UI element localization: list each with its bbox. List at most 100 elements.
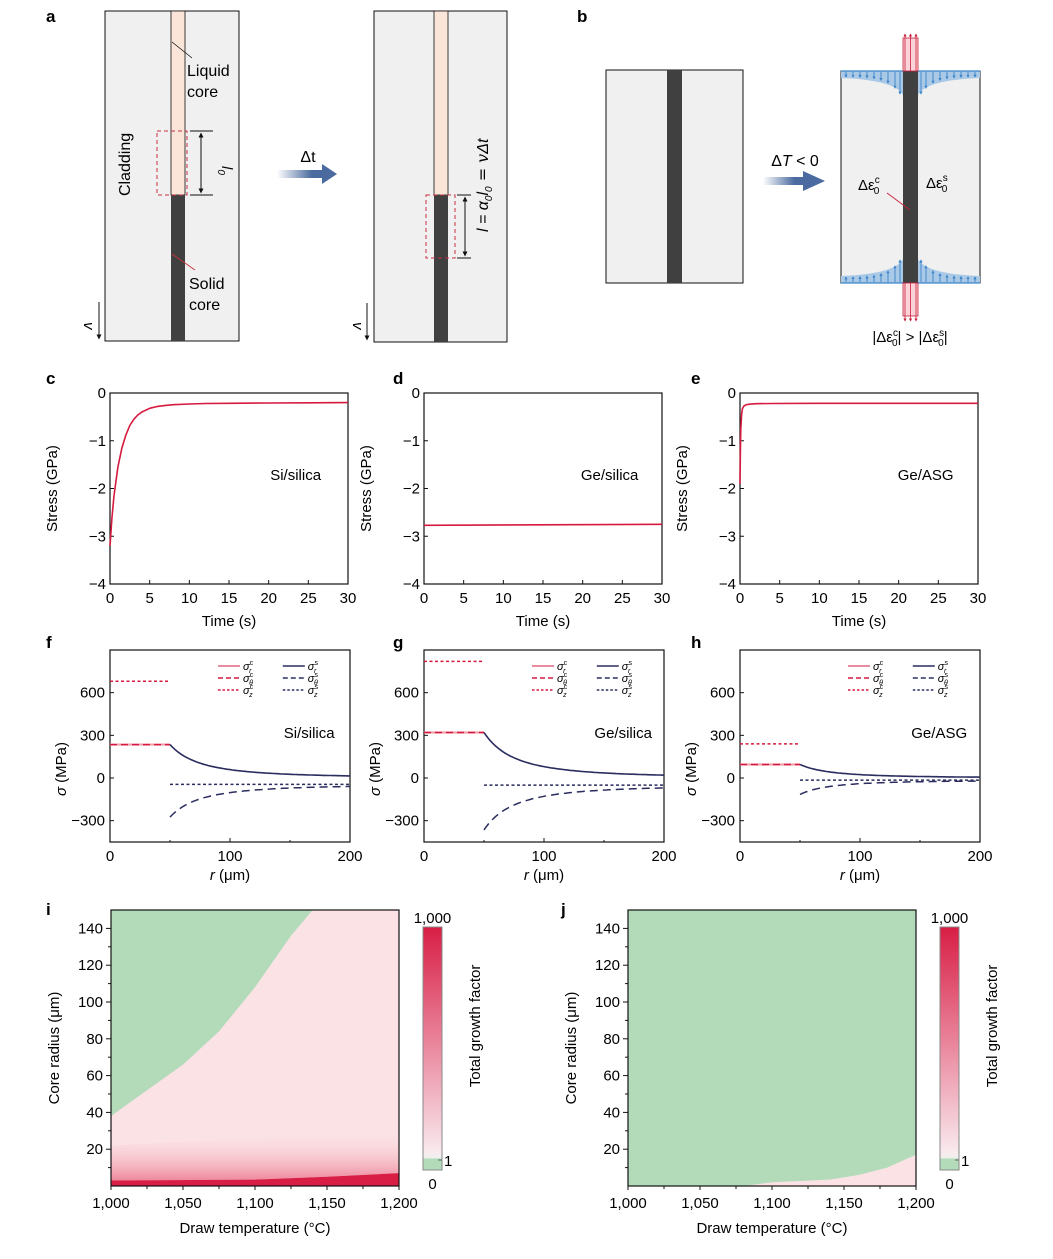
colorbar <box>422 926 443 1171</box>
x-tick-label: 1,000 <box>609 1195 647 1212</box>
x-tick-label: 200 <box>337 848 362 865</box>
heatmap-i <box>111 910 399 1186</box>
material-annotation: Ge/silica <box>594 725 652 742</box>
legend-label: σs θ <box>622 672 633 687</box>
y-axis-label: σ (MPa) <box>683 742 700 796</box>
y-tick-label: 300 <box>394 727 419 744</box>
panel-letter-j: j <box>560 900 566 919</box>
x-tick-label: 100 <box>217 848 242 865</box>
x-tick-label: 100 <box>531 848 556 865</box>
y-tick-label: −2 <box>719 481 736 498</box>
y-axis-label: Stress (GPa) <box>44 445 61 532</box>
material-annotation: Ge/ASG <box>911 725 967 742</box>
x-axis-label: Time (s) <box>516 613 570 630</box>
x-axis-label: Time (s) <box>832 613 886 630</box>
x-tick-label: 20 <box>890 590 907 607</box>
colorbar-label: Total growth factor <box>984 965 1001 1088</box>
legend-label: σs z <box>622 684 633 699</box>
stress-curve <box>739 402 978 484</box>
material-annotation: Ge/ASG <box>898 467 954 484</box>
heat-region-red <box>111 1173 399 1186</box>
y-tick-label: 600 <box>710 685 735 702</box>
y-tick-label: −4 <box>403 576 420 593</box>
panel-letter-b: b <box>577 7 587 26</box>
stress-curve <box>109 401 349 546</box>
x-tick-label: 100 <box>847 848 872 865</box>
legend-label: σs θ <box>938 672 949 687</box>
legend-label: σc r <box>873 660 884 675</box>
solid-core <box>171 195 185 341</box>
x-tick-label: 200 <box>651 848 676 865</box>
y-tick-label: 0 <box>412 385 420 402</box>
x-tick-label: 1,050 <box>164 1195 202 1212</box>
colorbar <box>939 926 960 1171</box>
legend-label: σc θ <box>873 672 884 687</box>
x-tick-label: 30 <box>654 590 671 607</box>
y-tick-label: 0 <box>727 770 735 787</box>
y-tick-label: 140 <box>78 920 103 937</box>
plot-frame-d <box>423 392 663 585</box>
solid-core-label-2: core <box>189 297 220 314</box>
x-axis-label: Time (s) <box>202 613 256 630</box>
panel-letter-i: i <box>46 900 51 919</box>
x-tick-label: 0 <box>420 590 428 607</box>
legend-label: σc z <box>557 684 568 699</box>
y-tick-label: 600 <box>394 685 419 702</box>
y-axis-label: σ (MPa) <box>367 742 384 796</box>
initial-segment-box <box>156 130 188 196</box>
x-tick-label: 1,050 <box>681 1195 719 1212</box>
y-tick-label: 100 <box>595 994 620 1011</box>
y-tick-label: 0 <box>411 770 419 787</box>
x-tick-label: 1,000 <box>92 1195 130 1212</box>
x-tick-label: 30 <box>340 590 357 607</box>
compressive-region-bottom-right <box>918 259 980 283</box>
shell-strain-arrows <box>844 72 977 282</box>
y-tick-label: 120 <box>78 957 103 974</box>
x-tick-label: 25 <box>930 590 947 607</box>
x-tick-label: 10 <box>495 590 512 607</box>
x-tick-label: 1,100 <box>236 1195 274 1212</box>
plot-frame-e <box>739 392 979 585</box>
velocity-label-1: v <box>80 322 97 331</box>
shell-sigma-theta <box>799 780 980 796</box>
cooling-arrow-label: ΔT < 0 <box>771 153 819 170</box>
legend-label: σs r <box>622 660 633 675</box>
legend-label: σs z <box>308 684 319 699</box>
heat-region-green <box>111 910 313 1117</box>
x-tick-label: 5 <box>145 590 153 607</box>
x-axis-label: r (μm) <box>524 867 564 884</box>
chart-h: 0 100 200 600 300 0 −300 r (μm) σ (MPa) Ge/ASG σc r… <box>683 649 993 884</box>
legend-label: σc z <box>873 684 884 699</box>
colorbar-one-label: 1 <box>444 1153 452 1170</box>
liquid-core-label-1: Liquid <box>187 63 230 80</box>
chart-f: 0 100 200 600 300 0 −300 r (μm) σ (MPa) Si/silica… <box>53 649 363 884</box>
x-tick-label: 200 <box>967 848 992 865</box>
x-tick-label: 30 <box>970 590 987 607</box>
shell-sigma-r <box>799 763 981 778</box>
y-tick-label: −4 <box>719 576 736 593</box>
liquid-core-label-2: core <box>187 84 218 101</box>
x-tick-label: 0 <box>736 848 744 865</box>
x-tick-label: 1,150 <box>825 1195 863 1212</box>
heat-region-transition <box>111 1130 399 1181</box>
y-tick-label: 100 <box>78 994 103 1011</box>
y-tick-label: 20 <box>603 1141 620 1158</box>
y-axis-label: Core radius (μm) <box>563 992 580 1105</box>
strain-inequality: |Δεc 0| > |Δεs 0| <box>872 328 947 349</box>
y-axis-label: Stress (GPa) <box>674 445 691 532</box>
x-tick-label: 0 <box>106 590 114 607</box>
y-tick-label: −2 <box>89 481 106 498</box>
y-tick-label: 80 <box>603 1031 620 1048</box>
y-tick-label: 300 <box>710 727 735 744</box>
cooling-arrow <box>763 177 808 185</box>
time-arrow <box>277 170 327 178</box>
x-tick-label: 1,200 <box>897 1195 935 1212</box>
x-axis-label: Draw temperature (°C) <box>696 1220 847 1237</box>
chart-j: 1,000 1,050 1,100 1,150 1,200 20 40 60 80 100 120 1… <box>563 909 1001 1237</box>
liquid-core-2 <box>433 10 449 196</box>
y-tick-label: −3 <box>719 528 736 545</box>
y-axis-label: Stress (GPa) <box>358 445 375 532</box>
legend-label: σc θ <box>557 672 568 687</box>
chart-d: 0 5 10 15 20 25 30 0 −1 −2 −3 −4 Time (s) Stress (GPa… <box>358 385 670 630</box>
